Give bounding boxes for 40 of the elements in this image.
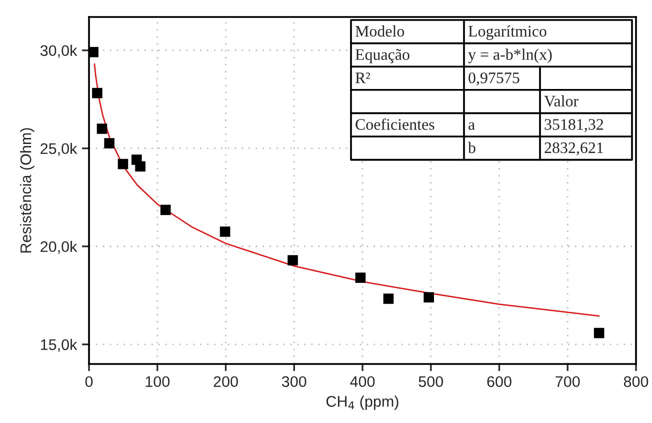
y-tick-label: 25,0k — [40, 142, 78, 156]
x-tick-label: 800 — [624, 376, 648, 388]
point — [104, 138, 114, 148]
y-axis-title: Resistência (Ohm) — [20, 128, 34, 252]
point — [383, 294, 394, 304]
x-tick-label: 700 — [556, 376, 580, 388]
point — [135, 161, 146, 172]
annotation: Coeficientes — [356, 118, 434, 130]
point — [92, 88, 102, 98]
point — [118, 158, 128, 170]
x-tick-label: 300 — [282, 376, 306, 388]
point — [160, 204, 171, 216]
annotation: Valor — [544, 95, 578, 107]
y-tick-label: 15,0k — [40, 338, 78, 352]
annotation: Modelo — [355, 25, 404, 37]
point — [424, 292, 434, 302]
y-tick-label: 20,0k — [40, 240, 78, 254]
annotation: Logarítmico — [468, 25, 546, 40]
point — [96, 124, 108, 134]
x-tick-label: 500 — [418, 376, 444, 388]
x-tick-label: 0 — [85, 376, 93, 388]
x-tick-label: 200 — [214, 376, 238, 388]
point — [594, 328, 604, 338]
annotation: R² — [355, 72, 370, 84]
x-tick-label: 100 — [146, 376, 170, 388]
annotation: 0,97575 — [468, 72, 520, 86]
x-axis-title: CH$_{4}$ (ppm) — [326, 396, 398, 410]
point — [288, 255, 298, 266]
annotation: 2832,621 — [544, 142, 603, 156]
y-tick-label: 30,0k — [40, 44, 78, 58]
annotation: y = a-b*ln(x) — [468, 48, 552, 64]
annotation: Equação — [355, 49, 410, 64]
annotation: a — [468, 122, 475, 130]
annotation: b — [468, 142, 476, 154]
point — [355, 272, 366, 283]
point — [89, 46, 98, 58]
x-tick-label: 400 — [350, 376, 375, 388]
annotation: 35181,32 — [544, 119, 604, 132]
point — [220, 226, 230, 237]
x-tick-label: 600 — [487, 376, 512, 388]
